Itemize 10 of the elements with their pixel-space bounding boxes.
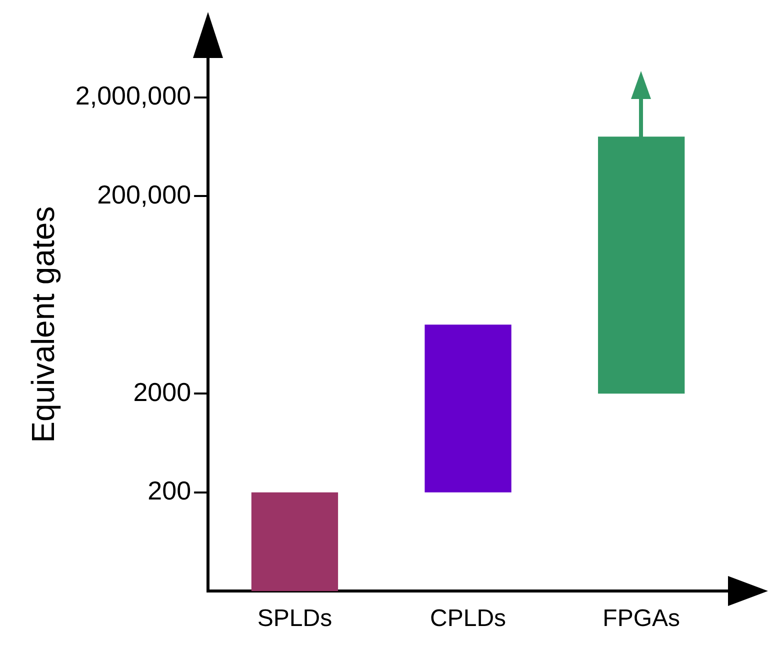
y-tick-label: 2,000,000 <box>75 80 192 110</box>
y-tick-label: 2000 <box>133 376 192 407</box>
y-tick-label: 200 <box>148 476 192 506</box>
y-axis-title: Equivalent gates <box>25 206 62 443</box>
bar <box>424 324 512 492</box>
x-tick-label: FPGAs <box>602 605 680 632</box>
x-tick-label: CPLDs <box>430 605 506 632</box>
y-tick-label: 200,000 <box>97 179 192 210</box>
x-tick-label: SPLDs <box>257 605 332 632</box>
bar <box>251 492 338 592</box>
